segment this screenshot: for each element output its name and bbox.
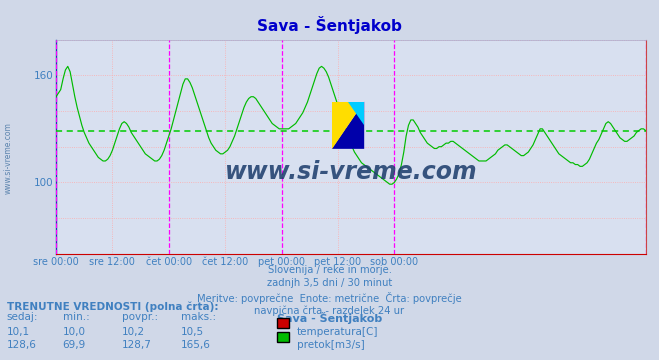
Polygon shape <box>331 102 364 149</box>
Text: TRENUTNE VREDNOSTI (polna črta):: TRENUTNE VREDNOSTI (polna črta): <box>7 301 218 312</box>
Text: 10,2: 10,2 <box>122 327 145 337</box>
Text: Meritve: povprečne  Enote: metrične  Črta: povprečje: Meritve: povprečne Enote: metrične Črta:… <box>197 292 462 304</box>
Polygon shape <box>348 102 364 125</box>
Text: 128,6: 128,6 <box>7 340 36 350</box>
Text: navpična črta - razdelek 24 ur: navpična črta - razdelek 24 ur <box>254 306 405 316</box>
Text: temperatura[C]: temperatura[C] <box>297 327 378 337</box>
Text: povpr.:: povpr.: <box>122 312 158 322</box>
Text: 10,5: 10,5 <box>181 327 204 337</box>
Text: Slovenija / reke in morje.: Slovenija / reke in morje. <box>268 265 391 275</box>
Polygon shape <box>331 102 364 149</box>
Text: maks.:: maks.: <box>181 312 216 322</box>
Text: 10,0: 10,0 <box>63 327 86 337</box>
Text: Sava - Šentjakob: Sava - Šentjakob <box>257 16 402 34</box>
Text: Sava - Šentjakob: Sava - Šentjakob <box>277 312 382 324</box>
Text: www.si-vreme.com: www.si-vreme.com <box>225 161 477 184</box>
Text: 69,9: 69,9 <box>63 340 86 350</box>
Text: sedaj:: sedaj: <box>7 312 38 322</box>
Text: 165,6: 165,6 <box>181 340 211 350</box>
Text: 10,1: 10,1 <box>7 327 30 337</box>
Text: www.si-vreme.com: www.si-vreme.com <box>4 122 13 194</box>
Text: 128,7: 128,7 <box>122 340 152 350</box>
Text: pretok[m3/s]: pretok[m3/s] <box>297 340 364 350</box>
Text: zadnjh 3,5 dni / 30 minut: zadnjh 3,5 dni / 30 minut <box>267 278 392 288</box>
Text: min.:: min.: <box>63 312 90 322</box>
